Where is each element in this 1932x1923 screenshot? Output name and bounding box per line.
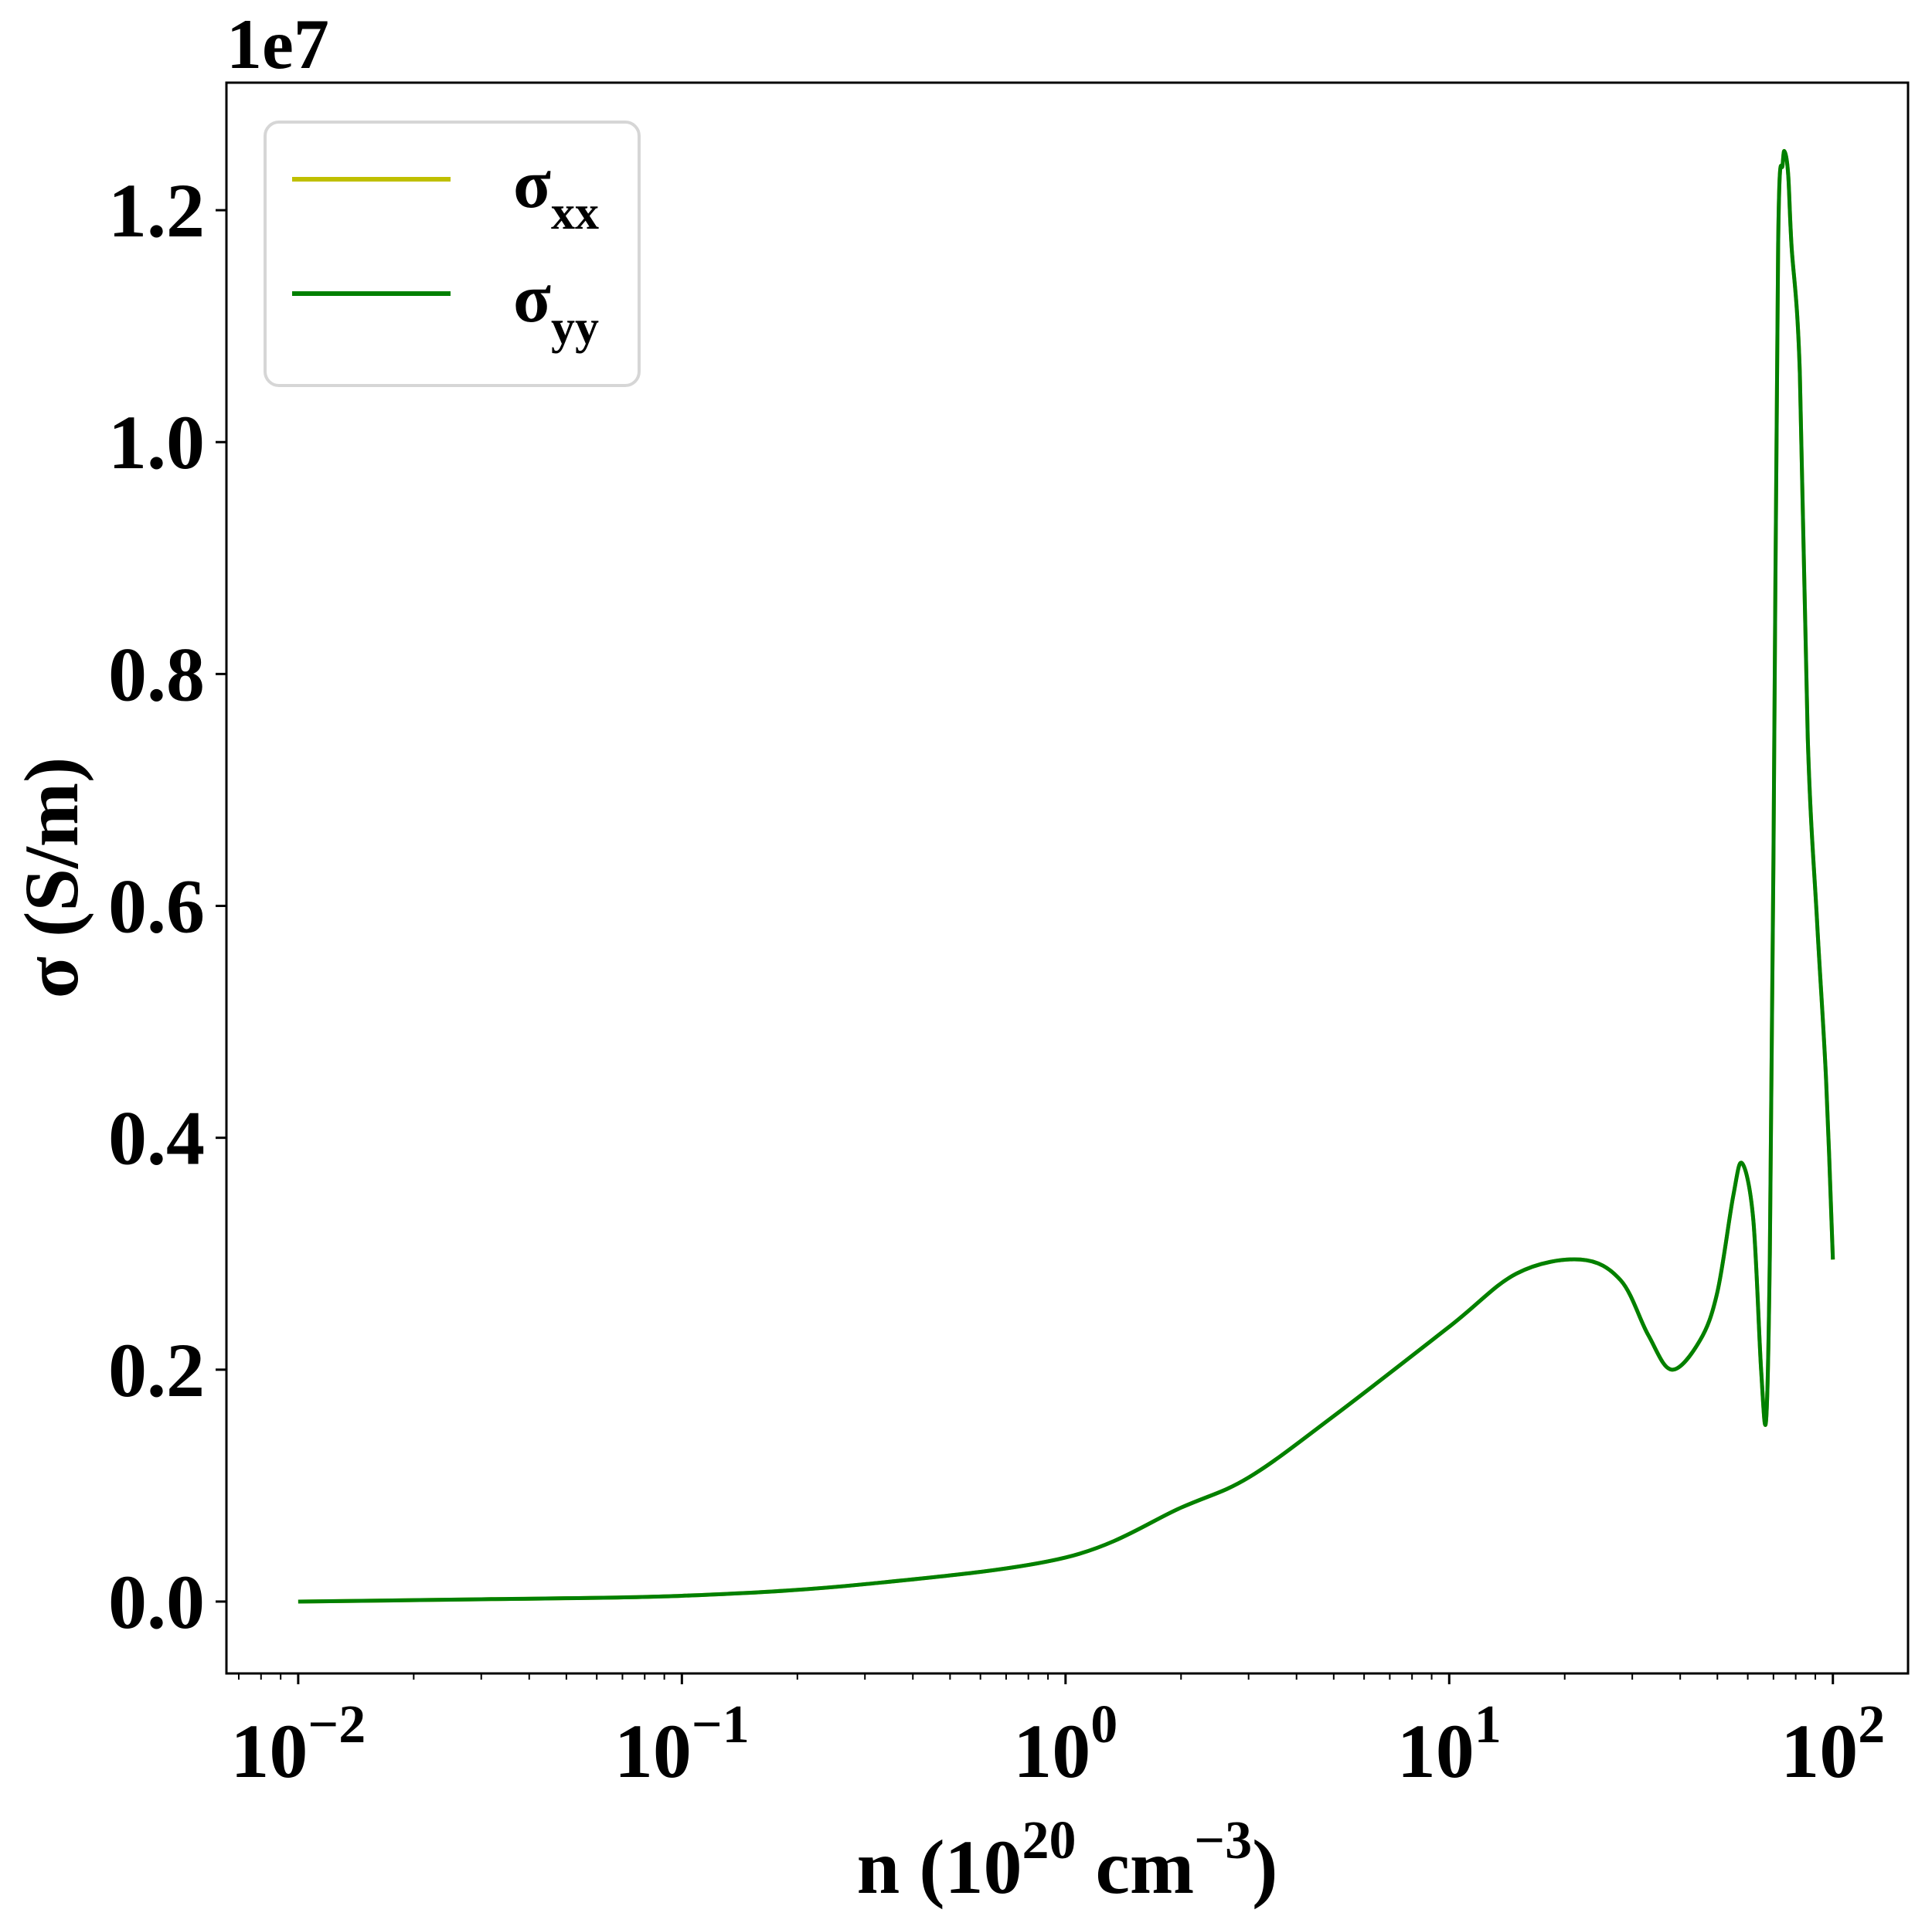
legend-label-sigma-xx: σxx [513,146,599,240]
x-tick-label: 102 [1781,1695,1885,1794]
y-tick-label: 0.4 [108,1096,205,1181]
y-axis-ticks: 0.0 0.2 0.4 0.6 0.8 1.0 1.2 [108,168,226,1645]
y-axis-label: σ (S/m) [9,757,94,999]
plot-lines [298,148,1835,1604]
y-tick-label: 1.2 [108,168,205,253]
x-tick-label: 101 [1397,1695,1502,1794]
x-tick-label: 100 [1013,1695,1117,1794]
y-tick-label: 0.8 [108,631,205,717]
series-line-sigma-yy [298,148,1835,1604]
legend-label-sigma-yy: σyy [513,260,599,354]
x-axis-ticks: 10−2 10−1 100 101 102 [230,1673,1885,1794]
x-axis-label: n (1020 cm−3) [857,1811,1278,1910]
plot-frame [225,81,1910,1675]
legend: σxx σyy [264,121,641,387]
legend-frame [264,121,641,387]
y-tick-label: 0.0 [108,1559,205,1645]
y-offset-text: 1e7 [226,5,329,83]
x-tick-label: 10−1 [614,1695,750,1794]
y-tick-label: 0.6 [108,864,205,950]
y-tick-label: 0.2 [108,1327,205,1413]
x-tick-label: 10−2 [230,1695,366,1794]
y-tick-label: 1.0 [108,399,205,485]
